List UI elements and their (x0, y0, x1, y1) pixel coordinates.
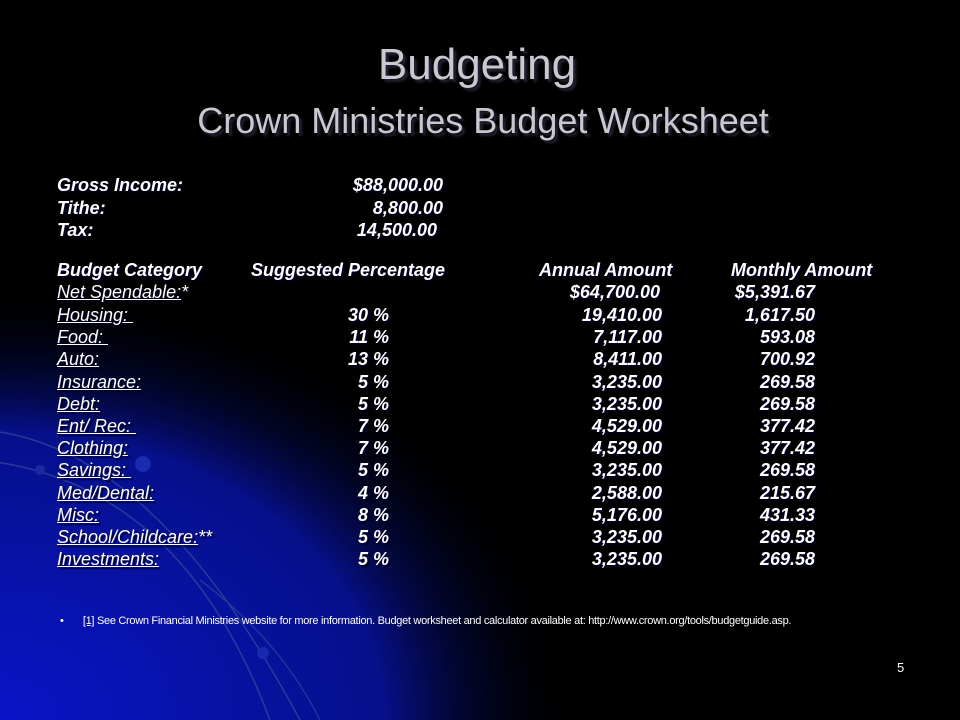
header-percent: Suggested Percentage (251, 260, 446, 280)
category-label: Clothing: (57, 438, 129, 459)
decorative-arc (0, 461, 271, 720)
annual-cell: 3,235.00 (591, 460, 662, 481)
percent-cell: 5 % (357, 460, 389, 481)
monthly-cell: 593.08 (759, 327, 815, 348)
percent-cell: 13 % (347, 349, 389, 370)
monthly-cell: 269.58 (759, 527, 815, 547)
summary-value: $88,000.00 (352, 175, 443, 195)
percent-cell: 5 % (357, 527, 389, 547)
percent-cell: 11 % (349, 327, 389, 348)
summary-label: Tax: (57, 220, 94, 240)
percent-cell: 7 % (357, 438, 389, 459)
annual-cell: 8,411.00 (593, 349, 662, 370)
category-label: Savings: (57, 460, 132, 481)
annual-cell: 3,235.00 (591, 549, 662, 570)
annual-cell: 7,117.00 (593, 327, 662, 348)
monthly-cell: 269.58 (759, 549, 815, 570)
category-label: Insurance: (57, 371, 142, 392)
monthly-cell: 700.92 (759, 349, 815, 370)
annual-cell: 4,529.00 (591, 416, 662, 436)
net-spendable-label: Net Spendable:* (57, 282, 189, 302)
slide-title: Budgeting (377, 40, 577, 89)
annual-cell: 19,410.00 (581, 305, 662, 325)
percent-cell: 4 % (357, 482, 389, 503)
header-annual: Annual Amount (539, 260, 673, 280)
monthly-cell: 269.58 (759, 393, 815, 414)
annual-cell: 4,529.00 (591, 438, 662, 459)
monthly-cell: 431.33 (759, 504, 815, 525)
footnote-ref-link[interactable]: [1] (82, 615, 95, 627)
annual-cell: 3,235.00 (591, 393, 662, 414)
header-monthly: Monthly Amount (731, 260, 873, 280)
net-annual: $64,700.00 (569, 282, 660, 302)
monthly-cell: 269.58 (759, 460, 815, 481)
monthly-cell: 1,617.50 (744, 305, 815, 325)
decorative-arc (0, 431, 301, 720)
percent-cell: 5 % (357, 371, 389, 392)
category-label: School/Childcare:** (57, 527, 213, 547)
percent-cell: 7 % (357, 416, 389, 436)
summary-value: 8,800.00 (372, 197, 443, 218)
category-label: Debt: (57, 393, 101, 414)
monthly-cell: 215.67 (759, 482, 815, 503)
category-label: Misc: (57, 504, 99, 525)
annual-cell: 5,176.00 (591, 504, 662, 525)
percent-cell: 8 % (357, 504, 389, 525)
category-label: Ent/ Rec: (57, 416, 137, 436)
footnote: • [1] See Crown Financial Ministries web… (60, 615, 792, 627)
category-label: Housing: (57, 305, 134, 325)
percent-cell: 5 % (357, 393, 389, 414)
annual-cell: 3,235.00 (591, 527, 662, 547)
category-label: Food: (57, 327, 109, 348)
monthly-cell: 269.58 (759, 371, 815, 392)
percent-cell: 5 % (357, 549, 389, 570)
summary-label: Tithe: (57, 197, 106, 218)
summary-value: 14,500.00 (356, 220, 437, 240)
decorative-dot (257, 647, 269, 659)
slide-subtitle: Crown Ministries Budget Worksheet (197, 100, 769, 141)
category-label: Auto: (57, 349, 100, 370)
decorative-dot (135, 456, 151, 472)
page-number: 5 (897, 660, 905, 675)
decorative-dot (35, 465, 45, 475)
monthly-cell: 377.42 (759, 438, 815, 459)
annual-cell: 3,235.00 (591, 371, 662, 392)
header-category: Budget Category (57, 260, 203, 280)
monthly-cell: 377.42 (759, 416, 815, 436)
category-label: Med/Dental: (57, 482, 155, 503)
annual-cell: 2,588.00 (591, 482, 662, 503)
net-monthly: $5,391.67 (734, 282, 815, 302)
category-label: Investments: (57, 549, 160, 570)
percent-cell: 30 % (347, 305, 389, 325)
summary-label: Gross Income: (57, 175, 184, 195)
